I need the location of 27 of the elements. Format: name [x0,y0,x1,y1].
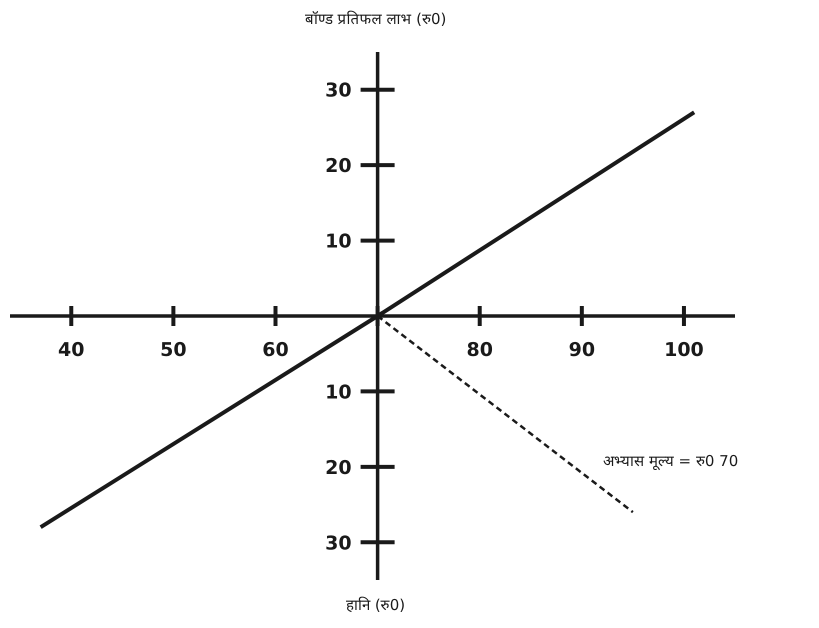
x-tick-label: 80 [466,339,493,361]
y-tick: 30 [325,532,395,554]
y-tick-label: 20 [325,456,352,479]
y-tick-label: 30 [325,532,352,554]
x-tick-label: 100 [664,339,704,361]
y-tick-label: 20 [325,155,352,178]
y-tick-label: 10 [325,230,352,253]
x-tick-label: 40 [58,339,84,361]
y-axis-title: बॉण्ड प्रतिफल लाभ (रु0) [304,10,446,28]
y-tick-label: 30 [325,80,352,102]
x-tick: 40 [58,306,84,361]
x-tick: 90 [568,306,596,361]
x-tick: 80 [466,306,493,361]
y-tick: 10 [325,230,395,253]
text: हानि (रु0) [346,596,406,614]
x-tick-label: 90 [568,339,596,361]
y-tick: 20 [325,456,395,479]
y-tick: 10 [325,381,395,404]
x-tick: 100 [664,306,704,361]
annotation: अभ्यास मूल्य = रु0 70 [603,452,738,471]
x-tick-label: 50 [160,339,187,361]
x-tick: 50 [160,306,187,361]
y-tick-label: 10 [325,381,352,404]
y-tick: 20 [325,155,395,178]
x-tick-label: 60 [262,339,289,361]
x-tick: 60 [262,306,289,361]
y-tick: 30 [325,80,395,102]
